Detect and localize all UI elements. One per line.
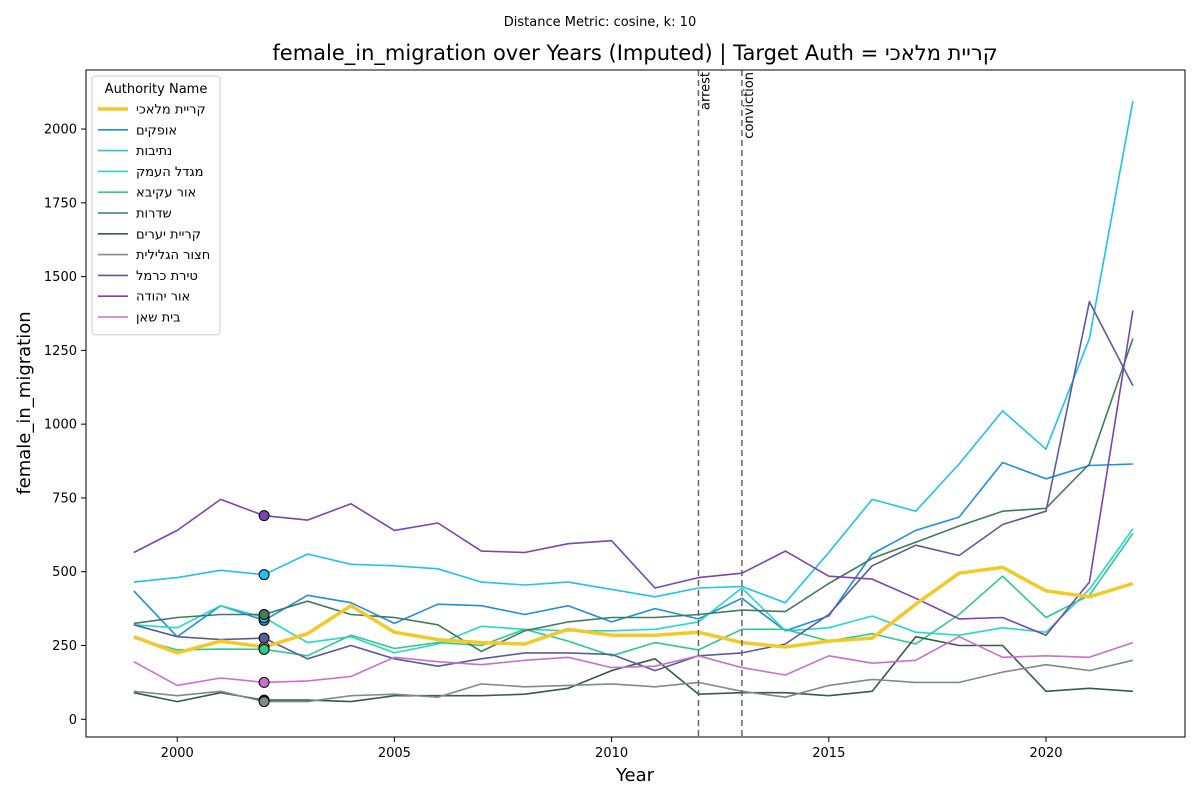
- y-tick-label: 1750: [44, 196, 77, 211]
- series-line: [133, 635, 1133, 703]
- series-marker-point: [258, 643, 270, 655]
- y-axis-label: female_in_migration: [14, 311, 35, 494]
- y-tick-label: 1250: [44, 344, 77, 359]
- axes-frame: [85, 69, 1186, 738]
- x-tick-label: 2020: [1029, 746, 1062, 761]
- series-line: [133, 565, 1134, 655]
- y-tick-label: 1500: [44, 270, 77, 285]
- x-axis-ticks: 2000 2005 2010 2015 2020: [161, 737, 1063, 761]
- x-axis-label: Year: [615, 765, 655, 786]
- legend-entry: אור יהודה: [136, 290, 190, 305]
- series-line: [133, 300, 1134, 672]
- y-tick-label: 500: [52, 565, 77, 580]
- series-line: [133, 461, 1133, 638]
- chart-suptitle: Distance Metric: cosine, k: 10: [504, 15, 696, 30]
- legend-entry: שדרות: [136, 207, 172, 222]
- legend-entry: נתיבות: [136, 144, 172, 159]
- event-label: conviction: [742, 72, 757, 139]
- y-axis-ticks: 0 250 500 750 1000 1250 1500 1750 2000: [44, 123, 86, 728]
- y-tick-label: 2000: [44, 123, 77, 138]
- x-tick-label: 2015: [812, 746, 845, 761]
- x-tick-label: 2005: [378, 746, 411, 761]
- series-line: [133, 310, 1134, 637]
- legend: Authority Name קריית מלאכי אופקים נתיבות מגד…: [91, 75, 221, 336]
- legend-box: [91, 75, 221, 336]
- event-label: arrest: [698, 72, 713, 110]
- series-line: [133, 659, 1134, 703]
- legend-title: Authority Name: [105, 82, 208, 97]
- y-tick-label: 750: [52, 491, 77, 506]
- legend-entry: קריית יערים: [136, 227, 201, 242]
- series-line: [133, 532, 1134, 657]
- legend-entry: אור עקיבא: [136, 186, 196, 201]
- x-tick-label: 2000: [161, 746, 194, 761]
- legend-entry: קריית מלאכי: [136, 103, 206, 118]
- y-tick-label: 250: [52, 639, 77, 654]
- y-tick-label: 0: [69, 713, 77, 728]
- x-tick-label: 2010: [595, 746, 628, 761]
- legend-entry: בית שאן: [136, 311, 181, 326]
- y-tick-label: 1000: [44, 418, 77, 433]
- series-line: [133, 635, 1134, 687]
- series-line: [133, 338, 1134, 653]
- series-marker-point: [258, 609, 270, 621]
- legend-entry: חצור הגלילית: [136, 248, 210, 263]
- series-marker-point: [258, 569, 270, 581]
- series-line: [133, 528, 1134, 654]
- series-marker-point: [258, 632, 270, 644]
- series-line: [133, 100, 1134, 604]
- legend-entry: מגדל העמק: [136, 165, 204, 180]
- chart-title: female_in_migration over Years (Imputed)…: [272, 41, 997, 66]
- legend-entry: אופקים: [136, 123, 177, 138]
- series-marker-point: [258, 676, 270, 688]
- series-marker-point: [258, 696, 270, 708]
- plot-area: arrest conviction: [133, 70, 1134, 737]
- series-marker-point: [258, 510, 270, 522]
- legend-entry: טירת כרמל: [136, 269, 198, 284]
